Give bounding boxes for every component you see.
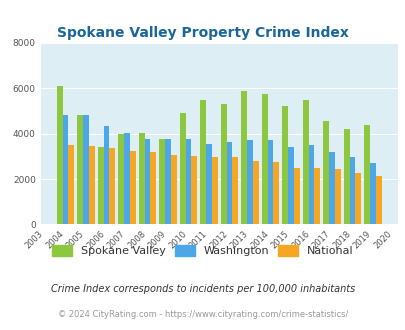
- Bar: [369, 163, 375, 224]
- Bar: [343, 129, 349, 224]
- Bar: [150, 152, 156, 224]
- Bar: [293, 168, 299, 224]
- Bar: [375, 176, 381, 224]
- Bar: [103, 126, 109, 224]
- Text: Crime Index corresponds to incidents per 100,000 inhabitants: Crime Index corresponds to incidents per…: [51, 284, 354, 294]
- Text: Spokane Valley Property Crime Index: Spokane Valley Property Crime Index: [57, 26, 348, 40]
- Bar: [68, 145, 74, 224]
- Bar: [282, 106, 288, 224]
- Bar: [89, 146, 94, 224]
- Bar: [139, 133, 144, 224]
- Bar: [179, 113, 185, 224]
- Bar: [206, 144, 211, 224]
- Bar: [171, 155, 176, 224]
- Bar: [288, 147, 293, 224]
- Bar: [308, 145, 313, 224]
- Bar: [267, 141, 273, 224]
- Bar: [57, 86, 62, 224]
- Bar: [334, 169, 340, 224]
- Bar: [232, 157, 237, 224]
- Bar: [247, 141, 252, 224]
- Bar: [124, 133, 130, 224]
- Text: © 2024 CityRating.com - https://www.cityrating.com/crime-statistics/: © 2024 CityRating.com - https://www.city…: [58, 310, 347, 319]
- Bar: [83, 115, 89, 224]
- Bar: [364, 124, 369, 224]
- Bar: [77, 115, 83, 224]
- Legend: Spokane Valley, Washington, National: Spokane Valley, Washington, National: [49, 242, 356, 260]
- Bar: [226, 142, 232, 224]
- Bar: [328, 152, 334, 224]
- Bar: [354, 173, 360, 224]
- Bar: [130, 151, 135, 224]
- Bar: [109, 148, 115, 224]
- Bar: [261, 94, 267, 224]
- Bar: [98, 147, 103, 224]
- Bar: [273, 162, 278, 224]
- Bar: [241, 90, 247, 224]
- Bar: [62, 115, 68, 224]
- Bar: [211, 157, 217, 224]
- Bar: [252, 161, 258, 224]
- Bar: [349, 157, 354, 224]
- Bar: [144, 139, 150, 224]
- Bar: [323, 121, 328, 224]
- Bar: [220, 104, 226, 224]
- Bar: [200, 100, 206, 224]
- Bar: [191, 156, 196, 224]
- Bar: [185, 139, 191, 224]
- Bar: [313, 168, 319, 224]
- Bar: [159, 139, 165, 224]
- Bar: [118, 134, 124, 224]
- Bar: [302, 100, 308, 224]
- Bar: [165, 139, 171, 224]
